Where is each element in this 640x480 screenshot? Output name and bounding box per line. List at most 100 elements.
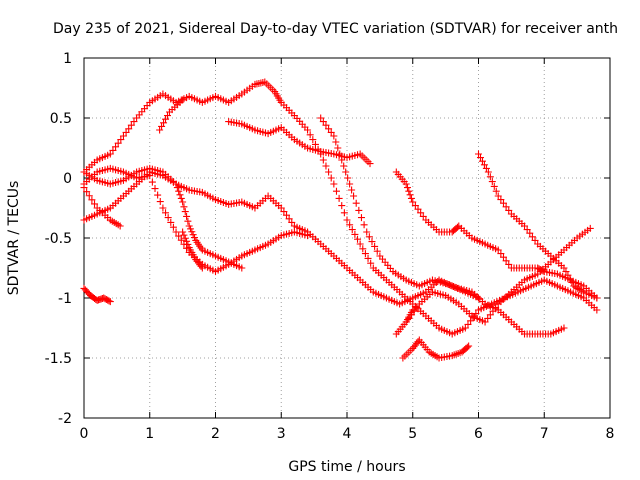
data-point xyxy=(354,235,362,243)
data-point xyxy=(363,228,371,236)
data-point xyxy=(566,275,574,283)
data-point xyxy=(280,208,288,216)
data-point xyxy=(405,187,413,195)
data-point xyxy=(319,156,327,164)
data-point xyxy=(593,306,601,314)
series-arc-13 xyxy=(402,224,594,326)
data-point xyxy=(366,160,374,168)
data-point xyxy=(164,214,172,222)
data-point xyxy=(340,209,348,217)
series-arc-14 xyxy=(392,306,417,338)
data-point xyxy=(346,180,354,188)
series-arc-3 xyxy=(225,118,374,168)
series-arc-15 xyxy=(399,336,473,362)
x-axis-label: GPS time / hours xyxy=(288,459,405,475)
data-point xyxy=(492,304,500,312)
data-point xyxy=(175,232,183,240)
data-point xyxy=(472,310,480,318)
data-point xyxy=(167,218,175,226)
data-point xyxy=(116,222,124,230)
data-point xyxy=(464,320,472,328)
series-arc-5 xyxy=(80,184,124,230)
data-point xyxy=(564,271,572,279)
data-point xyxy=(414,205,422,213)
data-point xyxy=(586,224,594,232)
data-point xyxy=(350,192,358,200)
data-point xyxy=(332,138,340,146)
x-tick-label: 0 xyxy=(80,426,89,442)
data-point xyxy=(461,324,469,332)
data-point xyxy=(338,156,346,164)
data-point xyxy=(179,96,187,104)
data-point xyxy=(505,260,513,268)
data-point xyxy=(356,240,364,248)
data-point xyxy=(288,218,296,226)
data-point xyxy=(402,180,410,188)
data-point xyxy=(319,118,327,126)
data-point xyxy=(406,191,414,199)
data-point xyxy=(158,122,166,130)
data-point xyxy=(490,182,498,190)
data-point xyxy=(523,226,531,234)
data-point xyxy=(322,162,330,170)
data-point xyxy=(492,187,500,195)
data-point xyxy=(283,211,291,219)
data-point xyxy=(285,215,293,223)
series-arc-4 xyxy=(317,114,568,338)
x-tick-label: 5 xyxy=(408,426,417,442)
data-point xyxy=(119,132,127,140)
data-point xyxy=(198,264,206,272)
x-tick-label: 8 xyxy=(606,426,615,442)
series-arc-1 xyxy=(80,78,601,338)
data-point xyxy=(332,187,340,195)
data-point xyxy=(173,184,181,192)
chart-title: Day 235 of 2021, Sidereal Day-to-day VTE… xyxy=(53,21,618,37)
data-point xyxy=(475,150,482,158)
data-point xyxy=(238,264,246,272)
data-point xyxy=(325,125,333,133)
data-point xyxy=(344,174,352,182)
data-point xyxy=(88,196,96,204)
data-point xyxy=(486,173,494,181)
data-point xyxy=(526,229,534,237)
data-point xyxy=(351,230,359,238)
data-point xyxy=(352,199,360,207)
data-point xyxy=(419,212,427,220)
data-point xyxy=(453,223,461,231)
data-point xyxy=(117,136,125,144)
data-point xyxy=(127,121,135,129)
data-point xyxy=(114,139,122,147)
data-point xyxy=(335,194,343,202)
y-tick-label: 0.5 xyxy=(50,111,72,127)
grid xyxy=(84,58,610,418)
data-point xyxy=(494,192,502,200)
data-point xyxy=(105,297,113,305)
data-point xyxy=(502,257,510,265)
x-axis: 0 1 2 3 4 5 6 7 8 xyxy=(80,58,615,442)
data-point xyxy=(528,233,536,241)
data-point xyxy=(417,209,425,217)
data-point xyxy=(306,131,314,139)
data-point xyxy=(83,188,91,196)
data-point xyxy=(361,250,369,258)
data-point xyxy=(348,186,356,194)
series-arc-8 xyxy=(80,164,246,272)
data-point xyxy=(414,338,422,346)
data-point xyxy=(338,202,346,210)
data-point xyxy=(336,150,344,158)
data-point xyxy=(175,187,183,195)
x-tick-label: 2 xyxy=(211,426,220,442)
data-point xyxy=(176,191,184,199)
data-point xyxy=(162,115,170,123)
data-point xyxy=(502,203,510,211)
series-arc-11 xyxy=(392,168,601,302)
data-point xyxy=(180,203,188,211)
data-point xyxy=(309,136,317,144)
data-point xyxy=(172,228,180,236)
data-point xyxy=(85,192,93,200)
data-point xyxy=(360,221,368,229)
data-point xyxy=(160,119,168,127)
data-point xyxy=(179,198,187,206)
x-tick-label: 3 xyxy=(277,426,286,442)
data-point xyxy=(409,306,417,314)
